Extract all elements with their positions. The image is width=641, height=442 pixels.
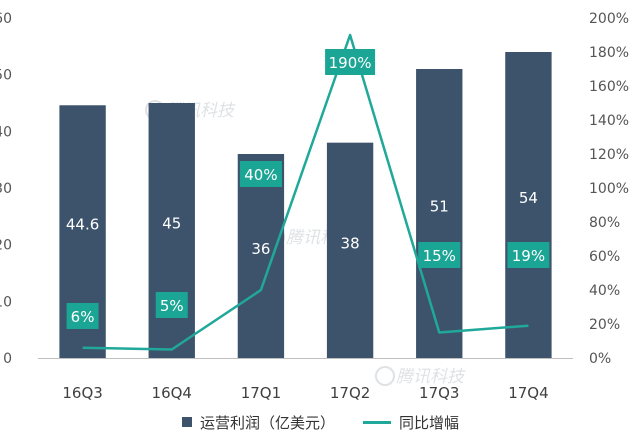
y-right-tick-label: 180%	[589, 45, 629, 61]
bar	[237, 154, 285, 358]
line-value-label: 5%	[160, 297, 184, 315]
bar-value-label: 38	[341, 234, 360, 252]
y-right-tick-label: 20%	[589, 317, 620, 333]
y-right-tick-label: 100%	[589, 181, 629, 197]
y-left-tick-label: 0	[3, 351, 12, 367]
watermark-2: 腾讯科技	[396, 367, 466, 387]
x-tick-label: 17Q4	[508, 384, 548, 402]
y-left-tick-label: 10	[0, 294, 12, 310]
watermark-logo-2	[375, 366, 395, 386]
line-value-box	[418, 242, 461, 268]
y-left-tick-label: 60	[0, 11, 12, 27]
x-tick-label: 16Q4	[152, 384, 192, 402]
line-value-label: 19%	[512, 247, 545, 265]
line-value-box	[325, 49, 376, 75]
y-right-tick-label: 200%	[589, 11, 629, 27]
x-tick-label: 16Q3	[62, 384, 102, 402]
bar-value-label: 36	[251, 240, 270, 258]
x-tick-label: 17Q3	[419, 384, 459, 402]
legend-swatch-bar	[181, 417, 192, 427]
legend-item-bar: 运营利润（亿美元）	[181, 412, 335, 433]
bar	[416, 69, 463, 358]
y-left-tick-label: 50	[0, 68, 12, 84]
line-value-label: 40%	[244, 166, 277, 184]
line-value-box	[155, 292, 188, 318]
y-right-tick-label: 60%	[589, 249, 620, 265]
line-value-label: 15%	[423, 247, 456, 265]
legend-item-line: 同比增幅	[363, 412, 459, 433]
line-value-box	[239, 161, 282, 187]
y-right-tick-label: 80%	[589, 215, 620, 231]
bar-value-label: 51	[430, 198, 449, 216]
legend-swatch-line	[363, 420, 391, 424]
y-right-tick-label: 40%	[589, 283, 620, 299]
legend-label-bar: 运营利润（亿美元）	[199, 413, 335, 432]
y-right-tick-label: 140%	[589, 113, 629, 129]
line-value-box	[66, 303, 99, 329]
bar	[505, 52, 552, 358]
x-tick-label: 17Q2	[330, 384, 370, 402]
chart-legend: 运营利润（亿美元） 同比增幅	[0, 411, 641, 433]
bar	[326, 142, 374, 358]
y-left-tick-label: 30	[0, 181, 12, 197]
y-left-tick-label: 20	[0, 238, 12, 254]
line-value-label: 190%	[329, 54, 372, 72]
line-value-label: 6%	[71, 308, 95, 326]
y-right-tick-label: 0%	[589, 351, 611, 367]
bar-value-label: 44.6	[66, 216, 99, 234]
bar-value-label: 54	[519, 189, 538, 207]
x-tick-label: 17Q1	[241, 384, 281, 402]
legend-label-line: 同比增幅	[399, 413, 460, 432]
y-right-tick-label: 160%	[589, 79, 629, 95]
y-left-tick-label: 40	[0, 124, 12, 140]
series-line	[82, 33, 529, 351]
line-value-box	[507, 242, 550, 268]
y-right-tick-label: 120%	[589, 147, 629, 163]
bar-value-label: 45	[162, 215, 181, 233]
